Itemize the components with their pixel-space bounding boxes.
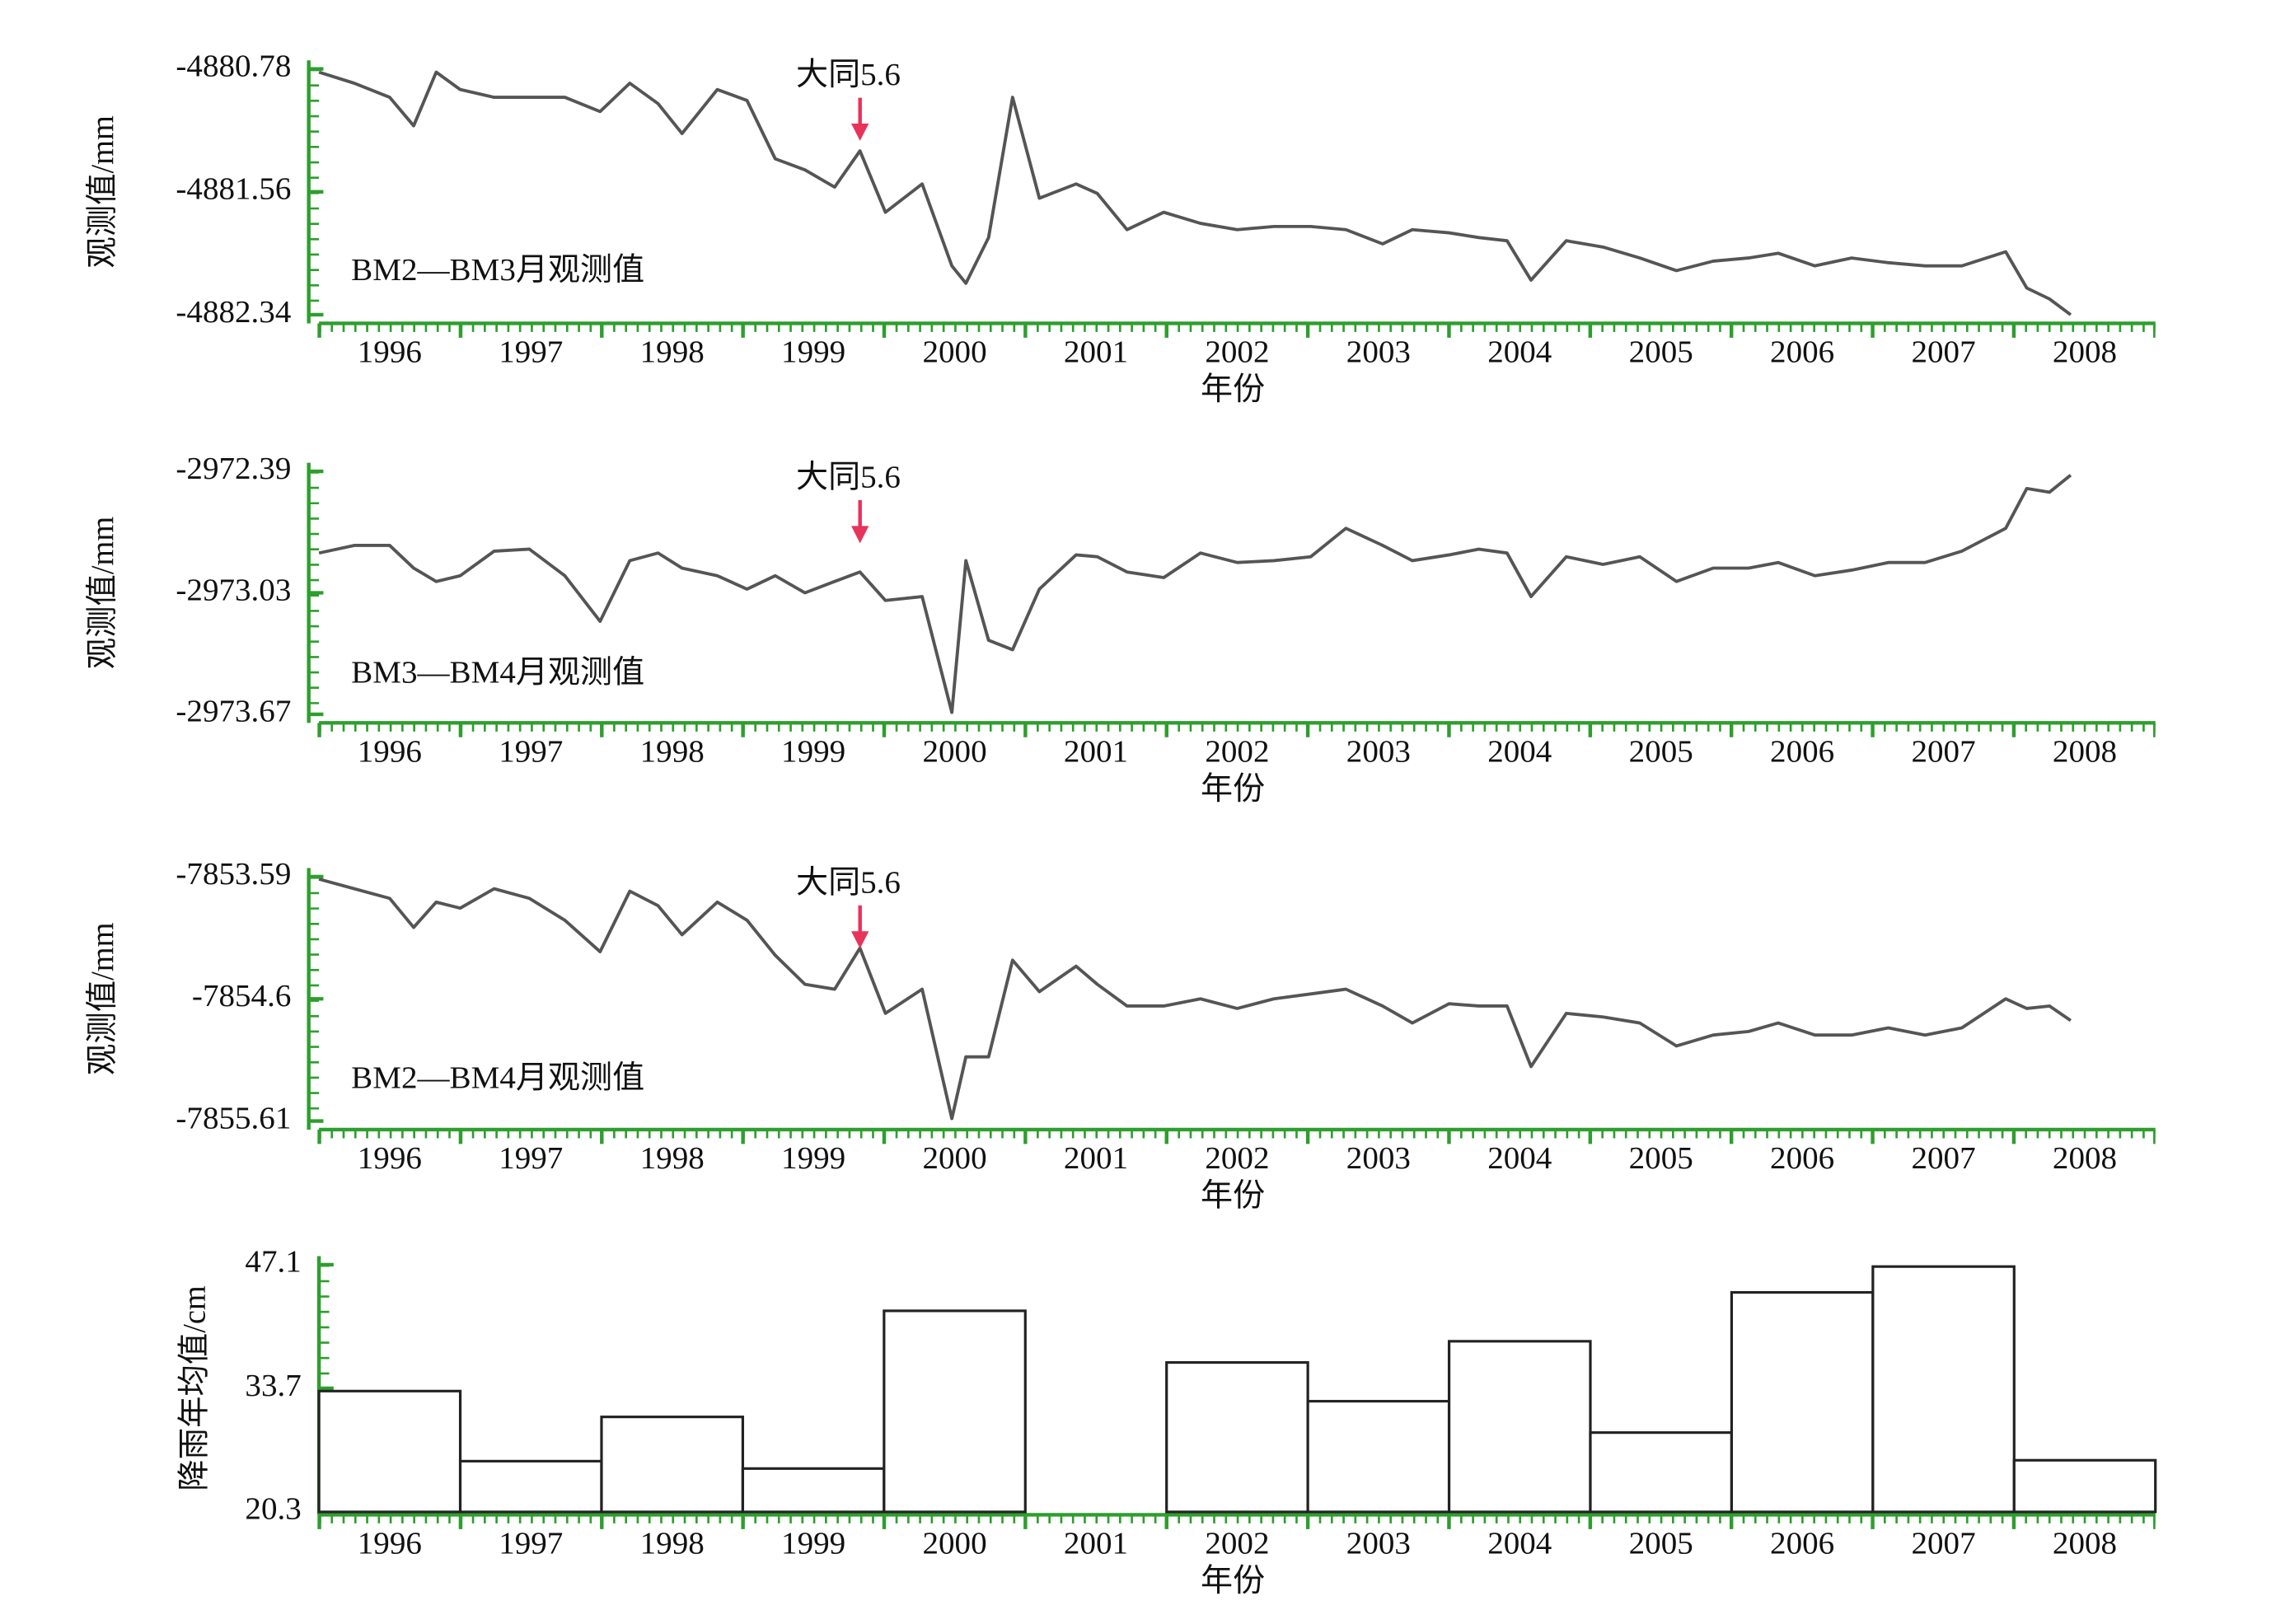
y-tick-label: -7855.61 (176, 1101, 291, 1136)
x-tick-label: 2002 (1205, 734, 1269, 770)
x-tick-label: 2007 (1912, 335, 1976, 370)
x-tick-label: 2000 (922, 1526, 986, 1561)
bar (1447, 1340, 1592, 1514)
x-tick-label: 2004 (1487, 335, 1552, 370)
x-tick-label: 1999 (781, 734, 845, 770)
x-tick-label: 1997 (499, 734, 563, 770)
bar (883, 1309, 1027, 1514)
x-tick-label: 2000 (922, 734, 986, 770)
y-tick-label: 47.1 (245, 1244, 301, 1280)
x-tick-label: 2003 (1346, 1526, 1411, 1561)
y-tick-label: -2973.03 (176, 573, 291, 608)
x-tick-label: 2003 (1346, 1140, 1411, 1176)
x-tick-label: 2007 (1912, 1526, 1976, 1561)
x-tick-label: 1996 (358, 734, 422, 770)
data-line (318, 70, 2072, 316)
x-tick-label: 2008 (2053, 1140, 2117, 1176)
data-line (318, 878, 2072, 1121)
x-tick-label: 2007 (1912, 1140, 1976, 1176)
x-tick-label: 2008 (2053, 1526, 2117, 1561)
bar (317, 1389, 462, 1514)
bar (2012, 1458, 2157, 1514)
y-tick-label: -4882.34 (176, 294, 291, 330)
x-tick-label: 1999 (781, 1140, 845, 1176)
bar (600, 1416, 745, 1514)
bar (1165, 1361, 1309, 1514)
x-tick-label: 2002 (1205, 1140, 1269, 1176)
data-line (318, 474, 2072, 714)
x-tick-label: 2006 (1770, 335, 1834, 370)
annotation-text: 大同5.6 (796, 460, 901, 495)
x-tick-label: 1997 (499, 1526, 563, 1561)
x-tick-label: 2006 (1770, 734, 1834, 770)
series-label: BM3—BM4月观测值 (351, 655, 644, 690)
series-label: BM2—BM4月观测值 (351, 1060, 644, 1096)
x-tick-label: 2000 (922, 1140, 986, 1176)
x-tick-label: 2006 (1770, 1140, 1834, 1176)
y-tick-label: -7854.6 (192, 978, 291, 1013)
y-tick-label: -4881.56 (176, 171, 291, 207)
y-tick-label: -4880.78 (176, 49, 291, 84)
bar (1589, 1431, 1734, 1514)
x-tick-label: 1998 (640, 1526, 705, 1561)
y-tick-label: -7853.59 (176, 856, 291, 892)
y-tick-label: 33.7 (245, 1368, 301, 1403)
x-tick-label: 1999 (781, 335, 845, 370)
x-axis-label: 年份 (1201, 372, 1265, 407)
x-tick-label: 2001 (1064, 1526, 1128, 1561)
annotation-text: 大同5.6 (796, 57, 901, 92)
x-tick-label: 2002 (1205, 335, 1269, 370)
bar (1306, 1400, 1451, 1514)
x-tick-label: 2004 (1487, 734, 1552, 770)
x-axis-label: 年份 (1201, 771, 1265, 807)
x-axis-label: 年份 (1201, 1178, 1265, 1214)
x-tick-label: 2000 (922, 335, 986, 370)
x-tick-label: 2007 (1912, 734, 1976, 770)
x-tick-label: 1996 (358, 335, 422, 370)
x-tick-label: 2006 (1770, 1526, 1834, 1561)
bar (458, 1459, 603, 1514)
bar (1871, 1265, 2016, 1514)
y-tick-label: -2972.39 (176, 451, 291, 486)
annotation-arrowhead (851, 124, 869, 141)
x-tick-label: 2004 (1487, 1140, 1552, 1176)
x-tick-label: 1998 (640, 335, 705, 370)
x-tick-label: 1997 (499, 335, 563, 370)
x-tick-label: 2008 (2053, 734, 2117, 770)
annotation-arrowhead (851, 526, 869, 544)
x-tick-label: 2001 (1064, 1140, 1128, 1176)
y-tick-label: 20.3 (245, 1491, 301, 1527)
x-tick-label: 1997 (499, 1140, 563, 1176)
x-tick-label: 2004 (1487, 1526, 1552, 1561)
x-tick-label: 2008 (2053, 335, 2117, 370)
y-axis-label: 观测值/mm (85, 517, 120, 669)
bar (1730, 1290, 1875, 1514)
bar (741, 1467, 886, 1514)
x-tick-label: 2003 (1346, 734, 1411, 770)
x-tick-label: 1998 (640, 734, 705, 770)
series-label: BM2—BM3月观测值 (351, 253, 644, 288)
x-tick-label: 1999 (781, 1526, 845, 1561)
x-tick-label: 2001 (1064, 734, 1128, 770)
x-tick-label: 2002 (1205, 1526, 1269, 1561)
x-tick-label: 2005 (1629, 734, 1693, 770)
x-tick-label: 1998 (640, 1140, 705, 1176)
y-tick-label: -2973.67 (176, 694, 291, 729)
x-tick-label: 1996 (358, 1526, 422, 1561)
y-axis-label: 观测值/mm (85, 923, 120, 1075)
annotation-arrowhead (851, 931, 869, 949)
x-tick-label: 2001 (1064, 335, 1128, 370)
x-tick-label: 2005 (1629, 1526, 1693, 1561)
x-tick-label: 2005 (1629, 335, 1693, 370)
x-tick-label: 2003 (1346, 335, 1411, 370)
annotation-text: 大同5.6 (796, 865, 901, 901)
y-axis-label: 降雨年均值/cm (176, 1285, 212, 1491)
y-axis-label: 观测值/mm (85, 115, 120, 268)
x-axis-label: 年份 (1201, 1563, 1265, 1598)
x-tick-label: 1996 (358, 1140, 422, 1176)
x-tick-label: 2005 (1629, 1140, 1693, 1176)
